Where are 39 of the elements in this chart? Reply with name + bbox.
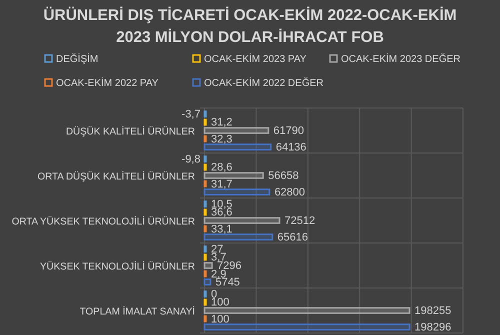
legend-label: DEĞİŞİM: [56, 53, 98, 65]
bar: [204, 127, 270, 134]
data-label: 56658: [268, 170, 299, 182]
legend-label: OCAK-EKİM 2022 DEĞER: [204, 77, 324, 89]
bar: [204, 172, 264, 179]
data-label: 62800: [274, 186, 306, 199]
y-tick-label: TOPLAM İMALAT SANAYİ: [80, 306, 195, 318]
y-tick-label: ORTA YÜKSEK TEKNOLOJİLİ ÜRÜNLER: [12, 216, 195, 228]
y-tick-label: YÜKSEK TEKNOLOJİLİ ÜRÜNLER: [40, 260, 195, 272]
data-label: 198255: [414, 305, 452, 317]
data-label: 198296: [414, 322, 452, 334]
bar: [204, 144, 272, 150]
bar: [204, 217, 280, 224]
data-label: 31,7: [211, 178, 232, 190]
data-label: 64136: [276, 142, 306, 154]
legend-label: OCAK-EKİM 2023 PAY: [204, 53, 307, 65]
data-label: 31,2: [211, 116, 232, 129]
bar: [204, 188, 270, 196]
bar: [204, 262, 213, 269]
legend-label: OCAK-EKİM 2023 DEĞER: [341, 53, 460, 65]
data-label: 28,6: [211, 162, 232, 174]
bar: [204, 324, 410, 330]
data-label: -3,7: [182, 108, 201, 120]
data-label: -9,8: [182, 153, 201, 166]
bar: [204, 278, 212, 286]
bar: [204, 234, 274, 240]
data-label: 33,1: [211, 223, 232, 236]
bar: [204, 307, 410, 314]
legend-label: OCAK-EKİM 2022 PAY: [56, 77, 159, 89]
y-tick-label: ORTA DÜŞÜK KALİTELİ ÜRÜNLER: [37, 170, 195, 182]
chart-title: ÜRÜNLERİ DIŞ TİCARETİ OCAK-EKİM 2022-OCAK-EKİM 2023 MİLYON DOLAR-İHRACAT FOB: [43, 6, 457, 46]
data-label: 32,3: [211, 133, 232, 146]
data-label: 100: [211, 296, 230, 309]
y-tick-label: DÜŞÜK KALİTELİ ÜRÜNLER: [66, 126, 195, 138]
data-label: 65616: [277, 232, 308, 244]
data-label: 61790: [273, 125, 304, 137]
data-label: 72512: [284, 215, 316, 227]
data-label: 100: [211, 313, 230, 326]
data-label: 5745: [215, 276, 240, 289]
